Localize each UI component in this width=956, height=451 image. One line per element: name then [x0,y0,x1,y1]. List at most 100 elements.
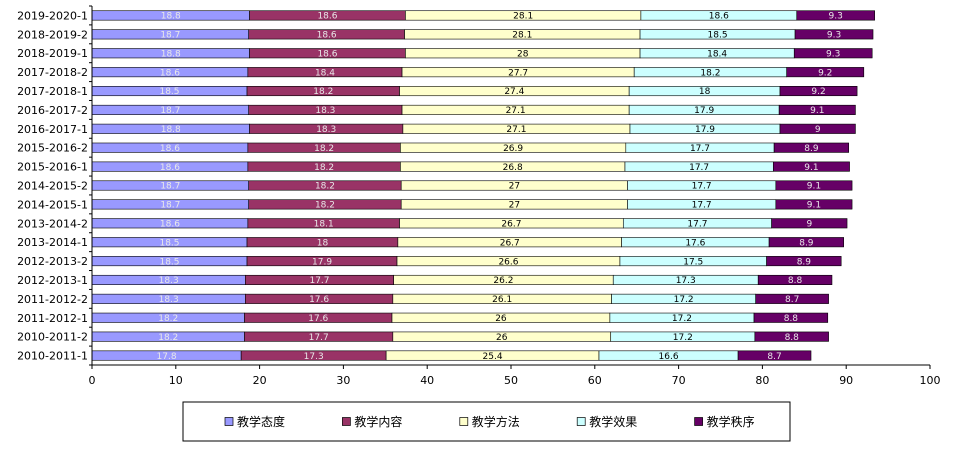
data-label: 18.5 [708,31,728,41]
data-label: 17.9 [695,125,715,135]
category-label: 2011-2012-1 [17,312,88,325]
data-label: 18.7 [160,201,180,211]
data-label: 18.5 [159,257,179,267]
data-label: 27.1 [506,125,526,135]
data-label: 17.8 [157,352,177,362]
data-label: 17.3 [304,352,324,362]
x-tick-label: 70 [672,374,686,387]
bar-segment [779,123,856,134]
legend-label: 教学内容 [354,414,402,429]
category-label: 2010-2011-2 [17,331,88,344]
data-label: 18.6 [160,68,180,78]
data-label: 17.7 [309,333,329,343]
x-tick-label: 100 [920,374,941,387]
data-label: 18.2 [158,314,178,324]
category-label: 2013-2014-1 [17,236,88,249]
x-tick-label: 20 [253,374,267,387]
legend-label: 教学方法 [472,414,520,429]
data-label: 8.9 [797,257,812,267]
data-label: 17.2 [673,333,693,343]
bar-segment [778,104,856,115]
legend-label: 教学秩序 [707,414,755,429]
data-label: 18.7 [160,182,180,192]
data-label: 8.8 [785,333,800,343]
data-label: 18 [699,87,711,97]
legend-swatch [224,417,234,426]
category-label: 2016-2017-2 [17,104,88,117]
category-label: 2019-2020-1 [17,9,88,22]
category-label: 2010-2011-1 [17,350,88,363]
data-label: 18.3 [315,106,335,116]
data-label: 9.3 [827,31,841,41]
data-label: 17.7 [692,201,712,211]
bar-segment [773,142,850,153]
data-label: 27.1 [506,106,526,116]
data-label: 18.2 [315,201,335,211]
legend-label: 教学效果 [589,414,637,429]
data-label: 18 [317,238,329,248]
bar-segment [779,86,858,97]
data-label: 18.7 [160,106,180,116]
data-label: 18.8 [161,125,181,135]
data-label: 18.6 [160,219,180,229]
bar-segment [793,48,873,59]
data-label: 17.6 [685,238,705,248]
data-label: 18.6 [160,144,180,154]
data-label: 28.1 [513,12,533,22]
legend-swatch [694,417,703,426]
category-label: 2014-2015-1 [17,198,88,211]
data-label: 18.8 [161,12,181,22]
data-label: 17.6 [309,295,329,305]
data-label: 18.3 [159,276,179,286]
bar-segment [754,331,829,342]
data-label: 18.6 [709,12,729,22]
data-label: 8.9 [799,238,814,248]
bar-segment [737,350,812,361]
data-label: 18.2 [315,182,335,192]
data-label: 26.9 [503,144,523,154]
data-label: 18.2 [313,87,333,97]
category-label: 2016-2017-1 [17,123,88,136]
data-label: 28.1 [512,31,532,41]
data-label: 26.7 [501,219,521,229]
data-label: 8.9 [804,144,819,154]
data-label: 26 [495,314,507,324]
data-label: 18.6 [317,31,337,41]
data-label: 18.3 [316,125,336,135]
x-tick-label: 10 [169,374,183,387]
bar-segment [757,274,833,285]
data-label: 18.6 [160,163,180,173]
data-label: 26.2 [493,276,513,286]
data-label: 9.1 [810,106,824,116]
data-label: 9.1 [807,182,821,192]
bar-segment [796,10,875,21]
data-label: 9.1 [807,201,821,211]
legend-label: 教学态度 [237,414,285,429]
bar-segment [786,67,865,78]
data-label: 9 [815,125,821,135]
data-label: 18.2 [314,144,334,154]
data-label: 25.4 [483,352,503,362]
data-label: 18.7 [160,31,180,41]
category-label: 2011-2012-2 [17,293,88,306]
data-label: 9 [806,219,812,229]
legend-swatch [576,417,586,426]
data-label: 8.7 [785,295,799,305]
data-label: 26 [496,333,508,343]
bar-segment [768,237,844,248]
category-label: 2012-2013-2 [17,255,88,268]
data-label: 18.2 [700,68,720,78]
data-label: 17.7 [692,182,712,192]
data-label: 17.7 [309,276,329,286]
x-tick-label: 60 [588,374,602,387]
data-label: 18.4 [707,49,727,59]
data-label: 18.6 [317,49,337,59]
data-label: 18.5 [159,87,179,97]
data-label: 18.2 [158,333,178,343]
data-label: 27.4 [504,87,524,97]
x-tick-label: 90 [839,374,853,387]
data-label: 9.3 [826,49,840,59]
bar-segment [753,312,829,323]
